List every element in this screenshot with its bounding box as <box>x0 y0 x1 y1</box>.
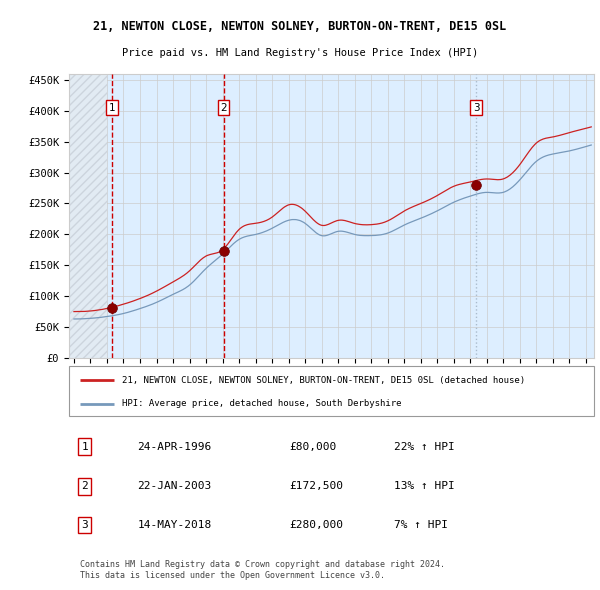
Text: £280,000: £280,000 <box>290 520 343 530</box>
Text: Price paid vs. HM Land Registry's House Price Index (HPI): Price paid vs. HM Land Registry's House … <box>122 48 478 58</box>
Text: 7% ↑ HPI: 7% ↑ HPI <box>395 520 449 530</box>
Text: 2: 2 <box>82 481 88 491</box>
Text: HPI: Average price, detached house, South Derbyshire: HPI: Average price, detached house, Sout… <box>121 399 401 408</box>
Text: 22% ↑ HPI: 22% ↑ HPI <box>395 441 455 451</box>
Bar <box>69 74 107 358</box>
Text: 1: 1 <box>82 441 88 451</box>
Text: 21, NEWTON CLOSE, NEWTON SOLNEY, BURTON-ON-TRENT, DE15 0SL: 21, NEWTON CLOSE, NEWTON SOLNEY, BURTON-… <box>94 20 506 33</box>
Bar <box>69 74 107 358</box>
Text: 24-APR-1996: 24-APR-1996 <box>137 441 212 451</box>
Text: 21, NEWTON CLOSE, NEWTON SOLNEY, BURTON-ON-TRENT, DE15 0SL (detached house): 21, NEWTON CLOSE, NEWTON SOLNEY, BURTON-… <box>121 375 524 385</box>
Text: £80,000: £80,000 <box>290 441 337 451</box>
Text: £172,500: £172,500 <box>290 481 343 491</box>
Text: 1: 1 <box>109 103 115 113</box>
Text: 22-JAN-2003: 22-JAN-2003 <box>137 481 212 491</box>
Text: Contains HM Land Registry data © Crown copyright and database right 2024.
This d: Contains HM Land Registry data © Crown c… <box>79 560 445 580</box>
Text: 2: 2 <box>220 103 227 113</box>
Text: 13% ↑ HPI: 13% ↑ HPI <box>395 481 455 491</box>
Text: 3: 3 <box>473 103 479 113</box>
FancyBboxPatch shape <box>69 366 594 417</box>
Text: 3: 3 <box>82 520 88 530</box>
Text: 14-MAY-2018: 14-MAY-2018 <box>137 520 212 530</box>
